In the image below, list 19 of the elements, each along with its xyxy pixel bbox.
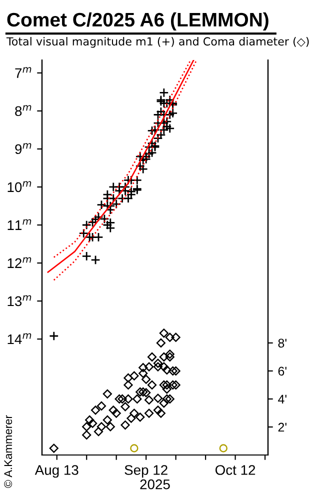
x-tick-label: Aug 13 xyxy=(34,465,78,478)
text: © A.Kammerer xyxy=(4,415,12,488)
x-axis-title: 2025 xyxy=(140,479,170,490)
y2-tick-label: 8' xyxy=(278,338,286,348)
y2-tick-label: 6' xyxy=(278,366,286,376)
y2-tick-label: 2' xyxy=(278,422,286,432)
y-tick-label: 10$^{m}$ xyxy=(8,181,32,192)
chart-title: Comet C/2025 A6 (LEMMON) xyxy=(7,12,268,30)
y-tick-label: 7$^{m}$ xyxy=(15,67,32,78)
x-tick-label: Sep 12 xyxy=(124,465,168,478)
y2-tick-label: 4' xyxy=(278,394,286,404)
y-tick-label: 14$^{m}$ xyxy=(8,333,32,344)
y-tick-label: 13$^{m}$ xyxy=(8,295,32,306)
y-tick-label: 12$^{m}$ xyxy=(8,257,32,268)
y-tick-label: 8$^{m}$ xyxy=(15,105,32,116)
x-tick-label: Oct 12 xyxy=(215,465,256,475)
y-tick-label: 9$^{m}$ xyxy=(15,143,32,154)
chart-subtitle: Total visual magnitude m1 (+) and Coma diameter (◇) xyxy=(6,36,309,48)
y-tick-label: 11$^{m}$ xyxy=(8,219,32,230)
